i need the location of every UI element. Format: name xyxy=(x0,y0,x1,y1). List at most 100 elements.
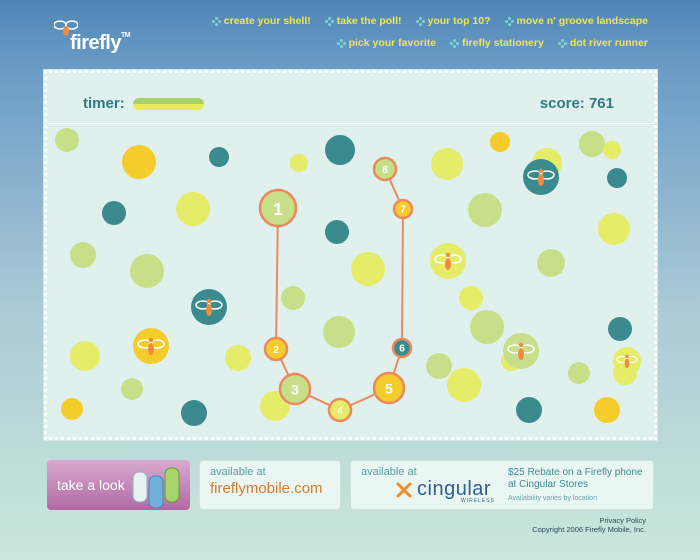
field-dot[interactable] xyxy=(608,317,632,341)
firefly-bug-icon xyxy=(616,354,638,368)
field-dot[interactable] xyxy=(426,353,452,379)
field-dot[interactable] xyxy=(594,397,620,423)
field-dot[interactable] xyxy=(70,341,100,371)
nav-link-take-the-poll[interactable]: take the poll! xyxy=(324,15,402,27)
field-dot[interactable] xyxy=(176,192,210,226)
field-dot[interactable] xyxy=(579,131,605,157)
numbered-node-7[interactable]: 7 xyxy=(392,198,414,220)
field-dot[interactable] xyxy=(290,154,308,172)
field-dot[interactable] xyxy=(325,220,349,244)
nav-link-pick-your-favorite[interactable]: pick your favorite xyxy=(336,37,436,49)
field-dot[interactable] xyxy=(516,397,542,423)
field-dot[interactable] xyxy=(470,310,504,344)
score-value: 761 xyxy=(588,95,614,112)
cingular-wireless-text: WIRELESS xyxy=(461,498,495,504)
nav-dots-icon xyxy=(450,38,460,48)
field-dot[interactable] xyxy=(323,316,355,348)
play-field[interactable]: 1 2 3 4 5 6 7 8 xyxy=(47,73,657,439)
nav-link-move-n-groove-landscape[interactable]: move n' groove landscape xyxy=(504,15,648,27)
firefly-bug-icon xyxy=(195,298,223,316)
numbered-node-4[interactable]: 4 xyxy=(327,397,353,423)
available-at-label: available at xyxy=(210,466,266,478)
field-dot[interactable] xyxy=(121,378,143,400)
firefly-bug-icon xyxy=(434,252,462,270)
take-a-look-banner[interactable]: take a look xyxy=(47,460,190,510)
numbered-node-1[interactable]: 1 xyxy=(258,188,298,228)
phones-image-icon xyxy=(132,467,180,509)
field-dot[interactable] xyxy=(490,132,510,152)
nav-dots-icon xyxy=(415,16,425,26)
field-dot[interactable] xyxy=(130,254,164,288)
svg-text:8: 8 xyxy=(382,165,388,176)
nav-link-create-your-shell[interactable]: create your shell! xyxy=(211,15,311,27)
legal-footer: Privacy Policy Copyright 2006 Firefly Mo… xyxy=(532,516,646,534)
numbered-node-5[interactable]: 5 xyxy=(372,371,406,405)
nav-dots-icon xyxy=(324,16,334,26)
field-dot[interactable] xyxy=(537,249,565,277)
take-a-look-label: take a look xyxy=(57,477,125,493)
field-dot[interactable] xyxy=(459,286,483,310)
firefly-logo[interactable]: fireflyTM xyxy=(52,14,152,54)
svg-text:2: 2 xyxy=(273,345,279,356)
cingular-box[interactable]: available at cingular WIRELESS $25 Rebat… xyxy=(350,460,654,510)
svg-text:6: 6 xyxy=(399,343,405,354)
firefly-bug-icon xyxy=(137,337,165,355)
rebate-text: $25 Rebate on a Firefly phone at Cingula… xyxy=(508,467,643,490)
timer-label: timer: xyxy=(83,95,125,112)
fireflymobile-link[interactable]: fireflymobile.com xyxy=(210,480,323,497)
svg-text:1: 1 xyxy=(273,200,283,219)
field-dot[interactable] xyxy=(568,362,590,384)
game-board: timer: score: 761 1 2 3 4 5 6 7 8 xyxy=(43,69,658,441)
firefly-bug-icon xyxy=(507,342,535,360)
firefly-dot[interactable] xyxy=(133,328,169,364)
field-dot[interactable] xyxy=(209,147,229,167)
numbered-node-2[interactable]: 2 xyxy=(263,336,289,362)
firefly-dot[interactable] xyxy=(430,243,466,279)
cingular-jack-icon xyxy=(396,482,412,498)
availability-note: Availability varies by location xyxy=(508,495,597,502)
field-dot[interactable] xyxy=(447,368,481,402)
numbered-node-3[interactable]: 3 xyxy=(278,372,312,406)
firefly-dot[interactable] xyxy=(523,159,559,195)
nav-link-dot-river-runner[interactable]: dot river runner xyxy=(557,37,648,49)
logo-wordmark: fireflyTM xyxy=(70,32,131,54)
numbered-node-6[interactable]: 6 xyxy=(391,337,413,359)
timer-bar xyxy=(133,98,205,110)
fireflymobile-box[interactable]: available at fireflymobile.com xyxy=(199,460,341,510)
field-dot[interactable] xyxy=(122,145,156,179)
field-dot[interactable] xyxy=(351,252,385,286)
field-dot[interactable] xyxy=(281,286,305,310)
field-dot[interactable] xyxy=(61,398,83,420)
score-display: score: 761 xyxy=(539,95,614,112)
field-dot[interactable] xyxy=(598,213,630,245)
field-dot[interactable] xyxy=(607,168,627,188)
numbered-node-8[interactable]: 8 xyxy=(372,156,398,182)
field-dot[interactable] xyxy=(603,141,621,159)
copyright-text: Copyright 2006 Firefly Mobile, Inc. xyxy=(532,525,646,534)
field-dot[interactable] xyxy=(468,193,502,227)
svg-text:3: 3 xyxy=(291,383,299,399)
field-dot[interactable] xyxy=(325,135,355,165)
field-dot[interactable] xyxy=(181,400,207,426)
field-dot[interactable] xyxy=(102,201,126,225)
svg-text:7: 7 xyxy=(400,204,406,215)
field-dot[interactable] xyxy=(225,345,251,371)
nav-row-2: pick your favorite firefly stationery dot … xyxy=(218,37,648,49)
privacy-policy-link[interactable]: Privacy Policy xyxy=(599,516,646,525)
firefly-dot[interactable] xyxy=(191,289,227,325)
nav-dots-icon xyxy=(504,16,514,26)
field-dot[interactable] xyxy=(55,128,79,152)
field-dot[interactable] xyxy=(70,242,96,268)
top-navigation: create your shell! take the poll! your top… xyxy=(211,15,648,59)
nav-link-firefly-stationery[interactable]: firefly stationery xyxy=(450,37,544,49)
board-divider xyxy=(47,123,654,124)
firefly-logo-icon xyxy=(54,20,78,36)
field-dot[interactable] xyxy=(431,148,463,180)
firefly-dot[interactable] xyxy=(503,333,539,369)
nav-link-your-top-10[interactable]: your top 10? xyxy=(415,15,491,27)
firefly-dot[interactable] xyxy=(613,347,641,375)
firefly-bug-icon xyxy=(527,168,555,186)
nav-row-1: create your shell! take the poll! your top… xyxy=(211,15,648,27)
svg-text:4: 4 xyxy=(337,406,343,417)
cingular-logo-text: cingular xyxy=(417,478,492,500)
